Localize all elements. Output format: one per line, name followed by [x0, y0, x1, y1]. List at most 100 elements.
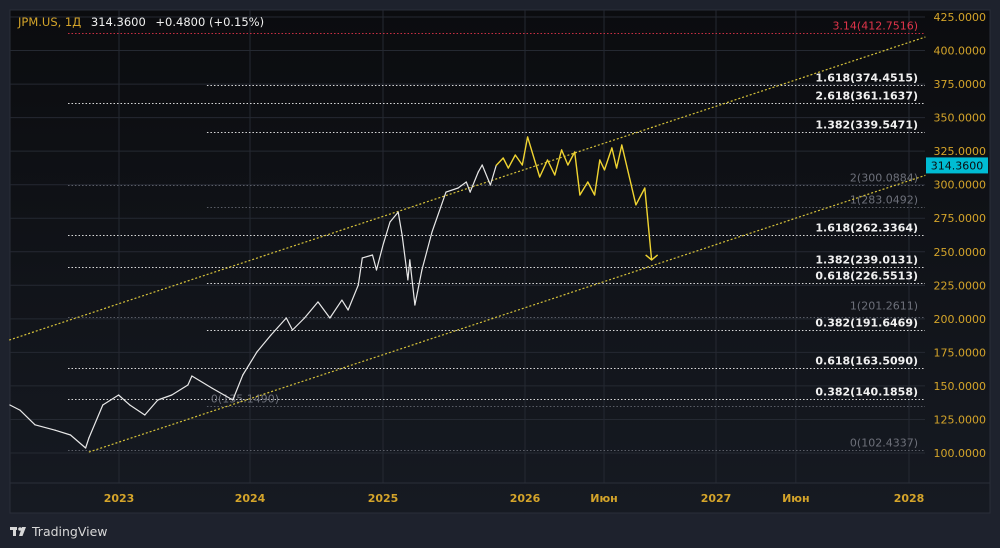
forecast-point: [521, 164, 523, 166]
price-point: [171, 394, 173, 396]
price-tick-label: 250.0000: [934, 246, 987, 259]
price-point: [361, 257, 363, 259]
fib-level-label: 0.382(140.1858): [815, 386, 918, 399]
forecast-point: [567, 164, 569, 166]
price-tick-label: 300.0000: [934, 179, 987, 192]
price-point: [285, 317, 287, 319]
fib-level-label: 2.618(361.1637): [815, 90, 918, 103]
price-point: [303, 317, 306, 319]
time-tick-label: 2025: [368, 492, 399, 505]
fib-level[interactable]: 1.618(374.4515): [206, 72, 925, 86]
header-change: +0.4800 (+0.15%): [155, 15, 264, 29]
fib-level[interactable]: 0(135.1490): [206, 393, 925, 407]
header-legend[interactable]: JPM.US, 1Д 314.3600 +0.4800 (+0.15%): [17, 15, 264, 29]
price-point: [371, 254, 374, 256]
forecast-point: [599, 159, 601, 161]
fib-level[interactable]: 1(283.0492): [206, 194, 925, 208]
fib-level-label: 2(300.0884): [850, 172, 918, 185]
price-point: [291, 329, 294, 331]
forecast-point: [502, 157, 504, 159]
price-point: [187, 384, 189, 386]
price-point: [211, 387, 213, 389]
forecast-point: [587, 181, 589, 183]
fib-level[interactable]: 3.14(412.7516): [68, 20, 925, 34]
fib-level-label: 0.382(191.6469): [815, 317, 918, 330]
price-point: [34, 424, 36, 426]
time-tick-label: 2028: [894, 492, 925, 505]
fib-level-label: 1.618(374.4515): [815, 72, 918, 85]
price-tick-label: 225.0000: [934, 279, 987, 292]
svg-text:JPM.US, 1Д 314.3600: JPM.US, 1Д 314.3600 +0.4800 (+0.15%): [17, 15, 264, 29]
series-layer: [9, 136, 659, 449]
time-tick-label: 2027: [701, 492, 732, 505]
fib-level[interactable]: 0.382(140.1858): [68, 386, 925, 400]
price-point: [242, 374, 244, 376]
price-tick-label: 175.0000: [934, 346, 987, 359]
fib-levels[interactable]: 3.14(412.7516) 1.618(374.4515) 2.618(361.1…: [68, 20, 925, 451]
channel-lower-line[interactable]: [88, 174, 926, 453]
price-point: [9, 404, 11, 406]
forecast-point: [554, 174, 556, 176]
fib-level[interactable]: 0.618(226.5513): [206, 270, 925, 284]
price-point: [129, 404, 131, 406]
fib-level[interactable]: 0(102.4337): [68, 437, 925, 451]
forecast-point: [539, 176, 541, 178]
symbol-label[interactable]: JPM.US, 1Д: [17, 15, 81, 29]
price-tick-label: 100.0000: [934, 447, 987, 460]
price-point: [375, 269, 378, 271]
price-point: [270, 334, 272, 336]
price-point: [489, 184, 491, 186]
price-point: [421, 269, 423, 271]
price-line[interactable]: [9, 164, 497, 449]
time-tick-label: 2026: [510, 492, 541, 505]
forecast-point: [546, 159, 549, 161]
forecast-point: [615, 167, 618, 169]
fib-level-label: 1.618(262.3364): [815, 222, 918, 235]
grid: [10, 10, 990, 484]
forecast-point: [621, 144, 623, 146]
price-point: [457, 187, 459, 189]
time-tick-label: 2024: [235, 492, 266, 505]
channel-upper-line[interactable]: [8, 36, 926, 341]
fib-level[interactable]: 2(300.0884): [68, 172, 925, 186]
price-point: [347, 309, 349, 311]
price-point: [54, 429, 56, 431]
price-tick-label: 125.0000: [934, 413, 987, 426]
fib-level-label: 1(201.2611): [850, 300, 918, 313]
price-point: [469, 191, 471, 193]
fib-level[interactable]: 0.382(191.6469): [206, 317, 925, 331]
fib-level[interactable]: 0.618(163.5090): [68, 355, 925, 369]
price-point: [414, 304, 416, 306]
fib-level-label: 0.618(226.5513): [815, 270, 918, 283]
forecast-point: [611, 147, 613, 149]
fib-level-label: 0(135.1490): [211, 393, 279, 406]
price-tick-label: 425.0000: [934, 11, 987, 24]
price-point: [407, 279, 409, 281]
fib-level-label: 1(283.0492): [850, 194, 918, 207]
price-point: [232, 399, 234, 401]
price-point: [465, 181, 467, 183]
price-tick-label: 275.0000: [934, 212, 987, 225]
price-point: [19, 409, 21, 411]
trend-channel[interactable]: [8, 36, 926, 453]
price-point: [144, 414, 146, 416]
forecast-point: [561, 149, 563, 151]
price-tick-label: 325.0000: [934, 145, 987, 158]
price-point: [401, 234, 403, 236]
last-price-tag: 314.3600: [926, 157, 988, 174]
price-axis-labels: 425.0000 400.0000 375.0000 350.0000 325.0000…: [934, 11, 987, 460]
price-point: [256, 351, 258, 353]
fib-level[interactable]: 1.618(262.3364): [68, 222, 925, 236]
tradingview-logo[interactable]: TradingView: [10, 524, 108, 539]
forecast-point: [644, 187, 646, 189]
fib-level[interactable]: 2.618(361.1637): [68, 90, 925, 104]
price-point: [397, 211, 399, 213]
time-tick-label: Июн: [782, 492, 810, 505]
price-point: [88, 437, 90, 439]
fib-level[interactable]: 1.382(239.0131): [68, 254, 925, 268]
price-point: [69, 434, 72, 436]
price-tick-label: 150.0000: [934, 380, 987, 393]
price-point: [431, 231, 433, 233]
fib-level[interactable]: 1.382(339.5471): [206, 119, 925, 133]
